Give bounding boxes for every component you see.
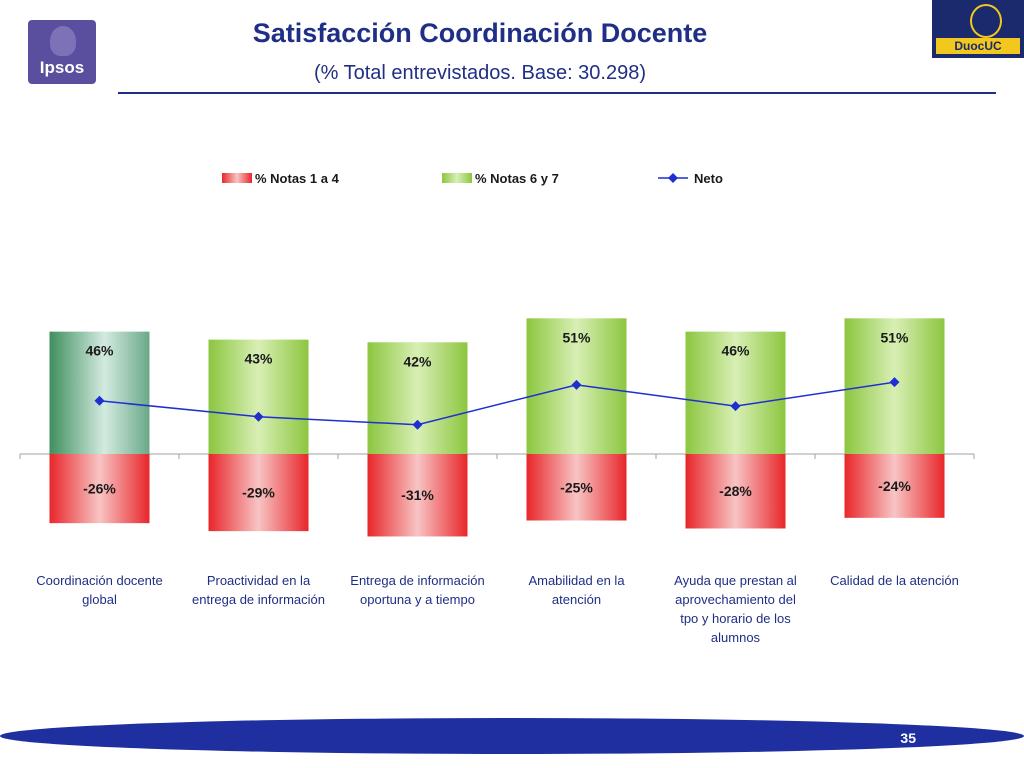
neto-point: [412, 419, 423, 430]
legend-label-neto: Neto: [694, 171, 723, 186]
neto-point: [730, 401, 741, 412]
ipsos-logo: Ipsos: [28, 20, 96, 84]
duocuc-logo: DuocUC: [932, 0, 1024, 58]
duocuc-logo-text: DuocUC: [936, 38, 1020, 54]
legend-label-notas-1-4: % Notas 1 a 4: [255, 171, 340, 186]
category-label: Proactividad en la entrega de información: [192, 573, 325, 607]
legend-swatch-notas-6-7: [442, 173, 472, 183]
neto-point: [889, 377, 900, 388]
data-label-notas-6-7: 51%: [880, 329, 909, 345]
bar-notas-1-4: [685, 454, 786, 529]
ipsos-logo-text: Ipsos: [39, 58, 85, 77]
title-divider: [118, 92, 996, 94]
category-label: Calidad de la atención: [830, 573, 959, 588]
bar-notas-6-7: [367, 342, 468, 454]
neto-point: [253, 411, 264, 422]
neto-point: [571, 379, 582, 390]
bar-notas-6-7: [49, 331, 150, 454]
category-label: Coordinación docente global: [36, 573, 162, 607]
data-label-notas-1-4: -28%: [719, 483, 752, 499]
data-label-notas-1-4: -31%: [401, 487, 434, 503]
bar-notas-1-4: [208, 454, 309, 532]
page-number: 35: [900, 730, 916, 746]
plot-area: 46% -26% Coordinación docente global 43% -29%…: [19, 318, 975, 645]
data-label-notas-1-4: -24%: [878, 478, 911, 494]
legend-label-notas-6-7: % Notas 6 y 7: [475, 171, 559, 186]
crest-icon: [970, 4, 1002, 38]
footer-bar: [0, 718, 1024, 754]
data-label-notas-6-7: 46%: [85, 343, 114, 359]
data-label-notas-6-7: 51%: [562, 329, 591, 345]
data-label-notas-1-4: -26%: [83, 481, 116, 497]
chart-legend: % Notas 1 a 4 % Notas 6 y 7 Neto: [222, 171, 723, 186]
page-title: Satisfacción Coordinación Docente: [252, 18, 708, 48]
page-subtitle: (% Total entrevistados. Base: 30.298): [313, 62, 647, 84]
data-label-notas-1-4: -25%: [560, 479, 593, 495]
bar-notas-6-7: [685, 331, 786, 454]
data-label-notas-6-7: 42%: [403, 353, 432, 369]
bar-notas-1-4: [49, 454, 150, 524]
category-label: Ayuda que prestan al aprovechamiento del t…: [674, 573, 797, 645]
ipsos-head-icon: [50, 26, 76, 56]
data-label-notas-1-4: -29%: [242, 485, 275, 501]
bar-notas-6-7: [208, 339, 309, 454]
category-label: Entrega de información oportuna y a tiemp…: [350, 573, 484, 607]
legend-marker-neto: [668, 173, 678, 183]
series-line-neto: [99, 381, 895, 426]
bar-notas-1-4: [526, 454, 627, 521]
data-label-notas-6-7: 43%: [244, 351, 273, 367]
bar-notas-1-4: [844, 454, 945, 518]
data-label-notas-6-7: 46%: [721, 343, 750, 359]
legend-swatch-notas-1-4: [222, 173, 252, 183]
neto-point: [94, 395, 105, 406]
category-label: Amabilidad en la atención: [528, 573, 625, 607]
bar-notas-1-4: [367, 454, 468, 537]
